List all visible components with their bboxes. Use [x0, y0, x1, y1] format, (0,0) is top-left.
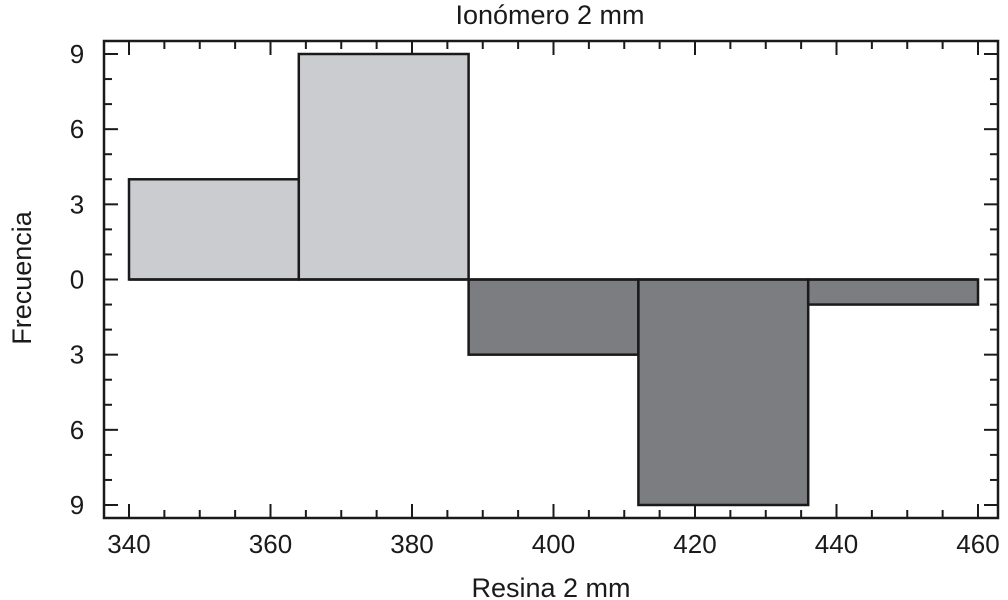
- y-tick-label: 3: [70, 189, 84, 219]
- y-axis-label: Frecuencia: [7, 210, 37, 345]
- x-tick-label: 420: [673, 529, 716, 559]
- x-tick-label: 460: [956, 529, 999, 559]
- x-tick-label: 440: [815, 529, 858, 559]
- axis-ticks: [104, 41, 998, 518]
- y-tick-label: 9: [70, 490, 84, 520]
- y-tick-label: 9: [70, 39, 84, 69]
- histogram-bar: [467, 278, 640, 356]
- y-tick-labels: 9 6 3 0 3 6 9: [70, 39, 84, 520]
- x-tick-label: 400: [532, 529, 575, 559]
- y-tick-label: 6: [70, 415, 84, 445]
- x-tick-labels: 340 360 380 400 420 440 460: [107, 529, 999, 559]
- x-tick-label: 340: [107, 529, 150, 559]
- histogram-bar: [637, 278, 810, 507]
- y-tick-label: 0: [70, 265, 84, 295]
- x-tick-label: 380: [390, 529, 433, 559]
- x-axis-label: Resina 2 mm: [471, 573, 630, 600]
- y-tick-label: 3: [70, 340, 84, 370]
- histogram-bar: [127, 178, 301, 281]
- plot-frame: [102, 39, 1000, 520]
- y-tick-label: 6: [70, 114, 84, 144]
- chart-title: Ionómero 2 mm: [455, 0, 644, 30]
- x-tick-label: 360: [249, 529, 292, 559]
- histogram-bar: [806, 278, 980, 306]
- histogram-bar: [297, 52, 470, 281]
